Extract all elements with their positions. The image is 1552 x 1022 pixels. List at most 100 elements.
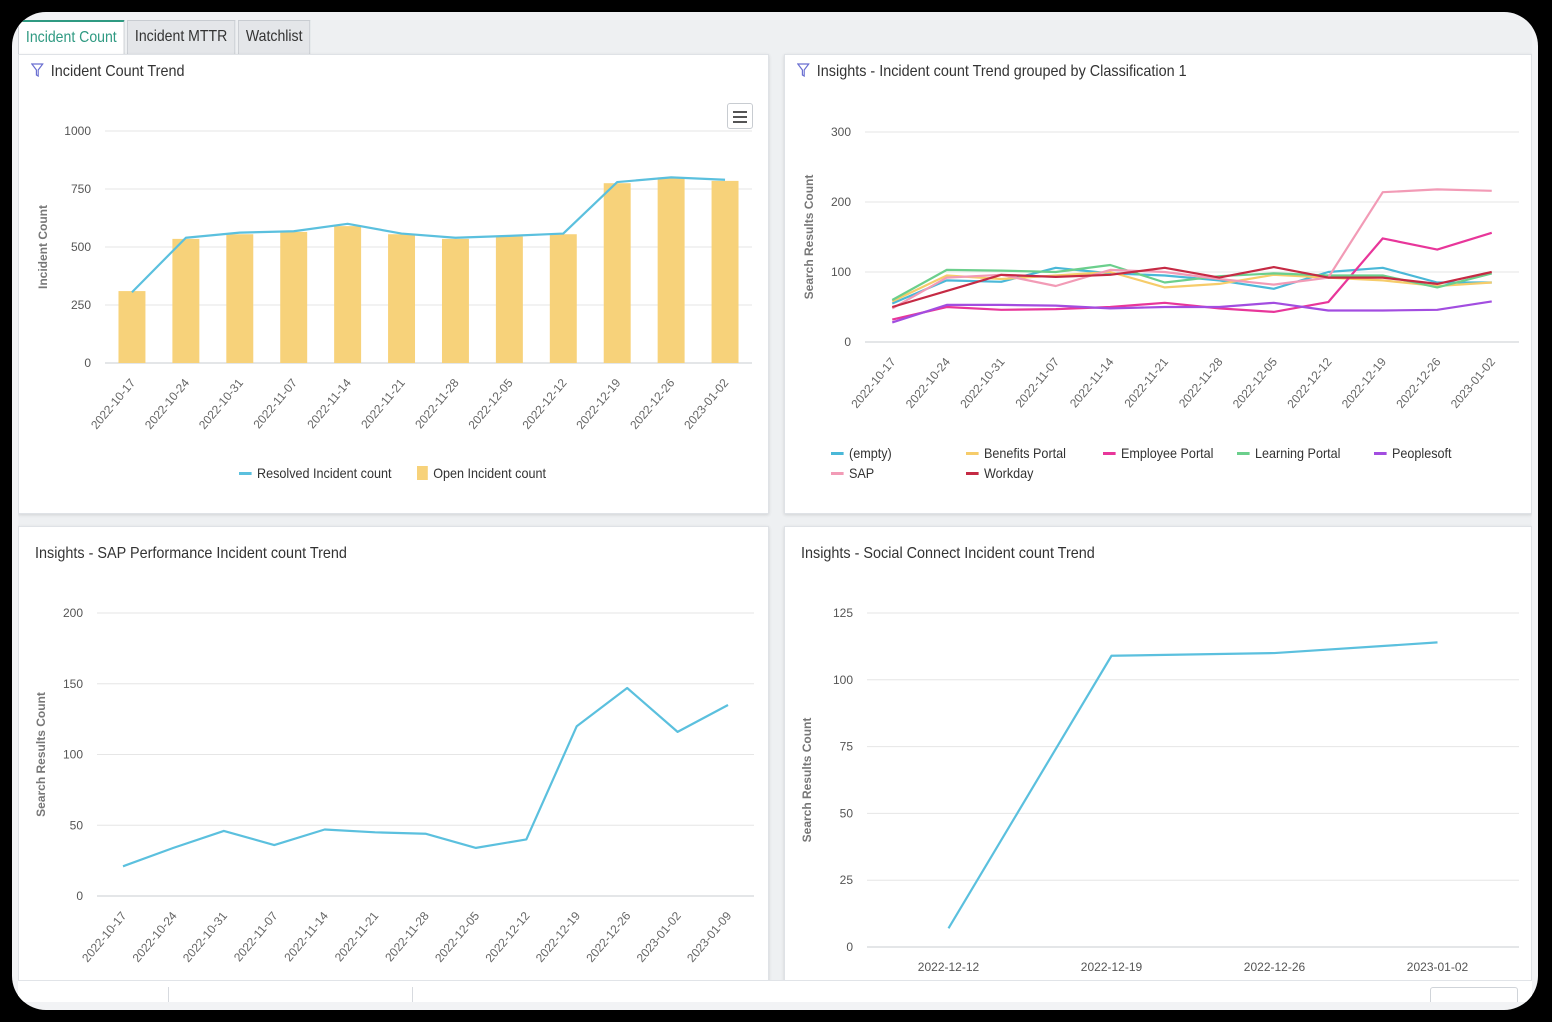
y-tick-label: 200 <box>831 195 851 209</box>
y-axis-label: Search Results Count <box>800 718 814 843</box>
x-tick-label: 2022-11-14 <box>304 376 354 432</box>
series-line <box>891 263 1493 301</box>
legend-swatch <box>1103 451 1116 455</box>
series-line <box>947 641 1438 929</box>
legend-swatch <box>1237 451 1250 455</box>
tab-bar: Incident Count Incident MTTR Watchlist <box>18 20 311 58</box>
y-tick-label: 250 <box>71 298 91 312</box>
series-line <box>892 231 1493 321</box>
x-tick-label: 2022-10-17 <box>79 909 129 965</box>
legend-label: Peoplesoft <box>1392 445 1452 461</box>
x-tick-label: 2022-12-12 <box>519 376 569 432</box>
x-tick-label: 2022-12-26 <box>1393 355 1443 411</box>
chart-legend: (empty) Benefits Portal Employee Portal Lea… <box>785 445 1532 495</box>
x-tick-label: 2022-11-07 <box>231 909 281 965</box>
x-tick-label: 2023-01-09 <box>684 909 734 965</box>
legend-item-open[interactable]: Open Incident count <box>417 465 546 481</box>
divider <box>168 987 169 1002</box>
x-tick-label: 2023-01-02 <box>1407 960 1469 974</box>
social-connect-trend-panel: Insights - Social Connect Incident count… <box>784 526 1532 996</box>
legend-swatch <box>1374 451 1387 455</box>
series-line <box>891 266 1492 309</box>
classification-trend-panel: Insights - Incident count Trend grouped … <box>784 54 1532 514</box>
filter-icon[interactable] <box>797 63 810 77</box>
legend-label: Workday <box>984 465 1034 481</box>
footer-bar <box>18 980 1532 1002</box>
x-tick-label: 2022-11-21 <box>358 376 408 432</box>
y-tick-label: 500 <box>71 240 91 254</box>
bar <box>549 234 577 363</box>
tab-watchlist[interactable]: Watchlist <box>238 20 311 54</box>
bar <box>280 231 308 363</box>
x-tick-label: 2022-12-26 <box>627 376 677 432</box>
legend-swatch <box>831 451 844 455</box>
x-tick-label: 2022-10-24 <box>903 355 953 411</box>
chart-legend: Resolved Incident count Open Incident co… <box>19 465 770 489</box>
x-tick-label: 2022-10-31 <box>957 355 1007 411</box>
x-tick-label: 2023-01-02 <box>634 909 684 965</box>
legend-item[interactable]: Peoplesoft <box>1374 445 1452 461</box>
hamburger-menu-icon <box>733 111 747 113</box>
y-tick-label: 0 <box>84 356 91 370</box>
series-line <box>891 188 1492 310</box>
y-tick-label: 100 <box>831 265 851 279</box>
x-tick-label: 2022-11-07 <box>1012 355 1062 411</box>
panel-title-text: Insights - Social Connect Incident count… <box>801 545 1095 562</box>
bar <box>495 236 523 363</box>
legend-swatch <box>831 471 844 475</box>
y-tick-label: 0 <box>76 889 83 903</box>
y-tick-label: 25 <box>840 873 854 887</box>
y-axis-label: Search Results Count <box>34 692 48 817</box>
y-tick-label: 300 <box>831 125 851 139</box>
legend-item[interactable]: (empty) <box>831 445 892 461</box>
tab-incident-mttr[interactable]: Incident MTTR <box>127 20 236 54</box>
y-tick-label: 150 <box>63 677 83 691</box>
x-tick-label: 2022-12-05 <box>432 909 482 965</box>
pager-control[interactable] <box>1430 987 1518 1002</box>
panel-title: Insights - Incident count Trend grouped … <box>797 63 1187 81</box>
tab-incident-count[interactable]: Incident Count <box>18 20 125 54</box>
bar <box>711 180 739 363</box>
legend-item[interactable]: SAP <box>831 465 874 481</box>
panel-title: Insights - SAP Performance Incident coun… <box>35 545 347 563</box>
y-tick-label: 50 <box>840 806 854 820</box>
x-tick-label: 2022-11-28 <box>382 909 432 965</box>
y-tick-label: 200 <box>63 606 83 620</box>
x-tick-label: 2022-12-05 <box>465 376 515 432</box>
legend-label: (empty) <box>849 445 892 461</box>
legend-label: Employee Portal <box>1121 445 1214 461</box>
y-tick-label: 100 <box>63 748 83 762</box>
x-tick-label: 2022-12-19 <box>1081 960 1143 974</box>
legend-item-resolved[interactable]: Resolved Incident count <box>239 465 391 481</box>
y-tick-label: 0 <box>846 940 853 954</box>
x-tick-label: 2022-12-05 <box>1230 355 1280 411</box>
series-line <box>891 266 1492 305</box>
x-tick-label: 2022-11-14 <box>1067 355 1117 411</box>
legend-item[interactable]: Benefits Portal <box>966 445 1066 461</box>
legend-label: Benefits Portal <box>984 445 1066 461</box>
panel-title: Incident Count Trend <box>31 63 184 81</box>
chart-menu-button[interactable] <box>727 103 753 129</box>
filter-icon[interactable] <box>31 63 44 77</box>
legend-item[interactable]: Workday <box>966 465 1033 481</box>
legend-item[interactable]: Learning Portal <box>1237 445 1340 461</box>
panel-title-text: Insights - SAP Performance Incident coun… <box>35 545 347 562</box>
x-tick-label: 2022-12-19 <box>533 909 583 965</box>
series-line <box>131 176 726 294</box>
y-axis-label: Incident Count <box>36 205 50 289</box>
panel-title-text: Insights - Incident count Trend grouped … <box>816 63 1187 80</box>
legend-label: SAP <box>849 465 875 481</box>
y-tick-label: 1000 <box>64 124 91 138</box>
legend-swatch <box>966 471 979 475</box>
x-tick-label: 2022-11-07 <box>250 376 300 432</box>
x-tick-label: 2023-01-02 <box>1448 355 1498 411</box>
panel-title-text: Incident Count Trend <box>50 63 185 80</box>
bar <box>657 177 685 363</box>
panel-title: Insights - Social Connect Incident count… <box>801 545 1095 563</box>
y-tick-label: 75 <box>840 740 854 754</box>
legend-label: Learning Portal <box>1255 445 1341 461</box>
bar <box>334 226 362 363</box>
legend-item[interactable]: Employee Portal <box>1103 445 1213 461</box>
x-tick-label: 2022-10-17 <box>848 355 898 411</box>
x-tick-label: 2022-11-21 <box>1121 355 1171 411</box>
